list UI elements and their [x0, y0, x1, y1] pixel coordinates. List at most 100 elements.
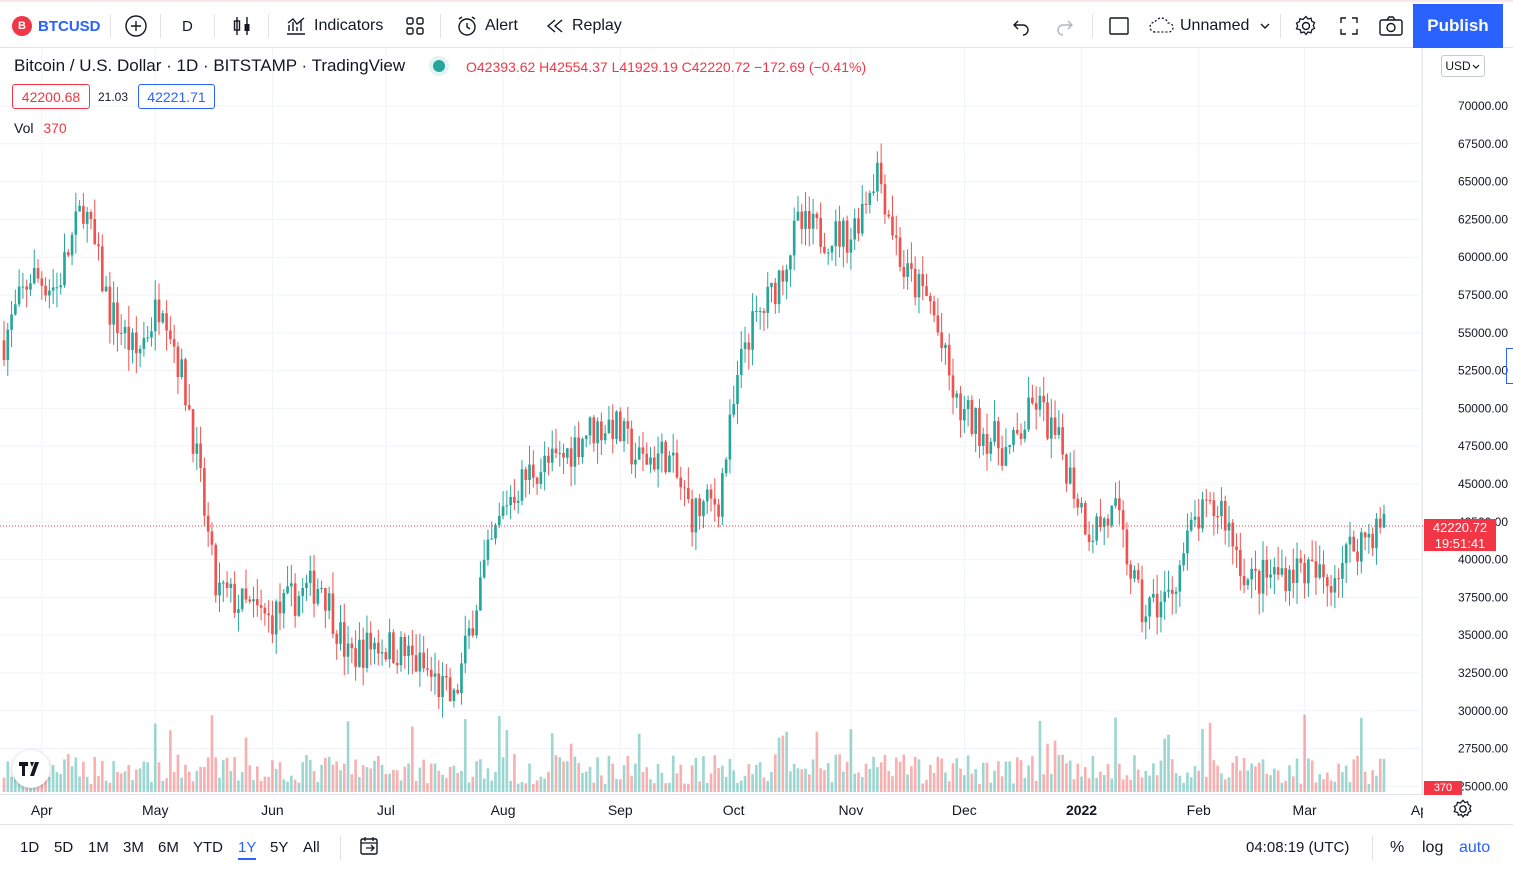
alert-button[interactable]: Alert: [455, 2, 518, 50]
candle-body: [773, 282, 777, 305]
volume-bar: [399, 780, 403, 792]
volume-bar: [252, 780, 255, 792]
percent-scale-toggle[interactable]: %: [1390, 839, 1405, 856]
volume-bar: [471, 776, 475, 792]
layout-name-button[interactable]: Unnamed: [1148, 2, 1273, 50]
time-tick-label: Dec: [952, 802, 977, 818]
fullscreen-button[interactable]: [1338, 2, 1360, 50]
candle-body: [1284, 568, 1288, 592]
templates-button[interactable]: [404, 2, 426, 50]
price-tick-label: 45000.00: [1458, 477, 1508, 491]
chart-pane[interactable]: [0, 48, 1423, 794]
candle: [1065, 453, 1068, 492]
candle-body: [554, 448, 558, 453]
sell-price-button[interactable]: 42200.68: [12, 84, 90, 109]
volume-bar: [1378, 758, 1382, 792]
side-panel-handle[interactable]: [1506, 348, 1513, 384]
chart-legend-title[interactable]: Bitcoin / U.S. Dollar · 1D · BITSTAMP · …: [14, 56, 406, 75]
publish-button[interactable]: Publish: [1413, 4, 1503, 48]
candle-body: [119, 332, 123, 334]
indicators-button[interactable]: Indicators: [284, 2, 383, 50]
candle-body: [683, 487, 686, 489]
range-button-1d[interactable]: 1D: [20, 839, 40, 856]
redo-button[interactable]: [1054, 2, 1076, 50]
snapshot-button[interactable]: [1378, 2, 1404, 50]
candle-body: [1333, 578, 1337, 593]
undo-button[interactable]: [1010, 2, 1032, 50]
volume-bar: [358, 777, 361, 792]
volume-bar: [78, 776, 81, 792]
price-chart[interactable]: [0, 48, 1423, 794]
price-axis-scale[interactable]: 70000.00 67500.00 65000.00 62500.00 60000.00…: [1424, 48, 1513, 794]
candle-body: [89, 212, 93, 220]
interval-button[interactable]: D: [182, 17, 193, 35]
candle-body: [429, 669, 433, 677]
time-axis[interactable]: Apr May Jun Jul Aug Sep Oct Nov Dec 2022 Feb Mar Apr: [0, 794, 1423, 824]
volume-bar: [354, 759, 357, 792]
settings-button[interactable]: [1294, 2, 1318, 50]
volume-bar: [842, 771, 845, 792]
candle: [1231, 519, 1235, 565]
chart-type-button[interactable]: [230, 2, 254, 50]
range-button-6m[interactable]: 6M: [158, 839, 179, 856]
volume-bar: [807, 774, 811, 792]
range-button-5d[interactable]: 5D: [54, 839, 74, 856]
candle: [1159, 590, 1163, 633]
range-button-3m[interactable]: 3M: [123, 839, 144, 856]
candle-body: [32, 268, 36, 284]
candle: [974, 407, 977, 453]
volume-bar: [1356, 755, 1359, 792]
candle: [392, 629, 395, 665]
candle-body: [494, 524, 497, 539]
replay-button[interactable]: Replay: [544, 2, 622, 50]
fullscreen-layout-button[interactable]: [1108, 2, 1130, 50]
log-scale-toggle[interactable]: log: [1422, 839, 1444, 856]
candle: [1015, 412, 1019, 436]
candle-body: [630, 428, 633, 465]
volume-legend[interactable]: Vol 370: [14, 120, 67, 136]
price-tick-label: 25000.00: [1458, 779, 1508, 793]
market-status-icon[interactable]: [433, 60, 445, 72]
volume-bar: [479, 759, 482, 792]
candle: [40, 271, 44, 300]
candle: [947, 333, 951, 391]
candle-body: [789, 255, 792, 270]
volume-bar: [395, 770, 399, 792]
compare-add-button[interactable]: [124, 2, 148, 50]
candle: [51, 269, 55, 305]
time-axis-scale[interactable]: Apr May Jun Jul Aug Sep Oct Nov Dec 2022 Feb Mar Apr: [0, 795, 1423, 825]
time-tick-label: Feb: [1187, 802, 1211, 818]
candles-icon: [233, 17, 250, 35]
range-button-1y[interactable]: 1Y: [238, 839, 257, 860]
candle: [668, 451, 671, 473]
range-button-all[interactable]: All: [303, 839, 320, 856]
price-axis[interactable]: 70000.00 67500.00 65000.00 62500.00 60000.00…: [1424, 48, 1513, 794]
candle: [210, 522, 214, 556]
candle-body: [509, 496, 512, 506]
candle-body: [248, 599, 252, 602]
candle: [346, 626, 350, 674]
candle-body: [335, 633, 339, 644]
buy-price-button[interactable]: 42221.71: [138, 84, 215, 109]
candle: [524, 466, 528, 498]
axis-settings-button[interactable]: [1452, 798, 1474, 825]
candle: [482, 539, 486, 579]
symbol-search-button[interactable]: B BTCUSD: [12, 2, 101, 50]
currency-selector[interactable]: USD: [1441, 55, 1485, 77]
volume-bar: [1072, 779, 1076, 792]
go-to-date-button[interactable]: [358, 835, 380, 862]
range-button-5y[interactable]: 5Y: [270, 839, 289, 856]
candle-body: [641, 447, 645, 454]
range-button-ytd[interactable]: YTD: [193, 839, 223, 856]
currency-label: USD: [1445, 59, 1471, 73]
volume-bar: [369, 768, 373, 792]
candle: [66, 248, 70, 258]
time-tick-label: 2022: [1066, 802, 1097, 818]
tradingview-logo-icon[interactable]: [12, 750, 50, 788]
clock-timezone[interactable]: 04:08:19 (UTC): [1246, 839, 1350, 856]
auto-scale-toggle[interactable]: auto: [1459, 839, 1491, 856]
candle-body: [1155, 593, 1159, 618]
candle-body: [1310, 559, 1314, 562]
indicators-label: Indicators: [314, 17, 384, 34]
range-button-1m[interactable]: 1M: [88, 839, 109, 856]
